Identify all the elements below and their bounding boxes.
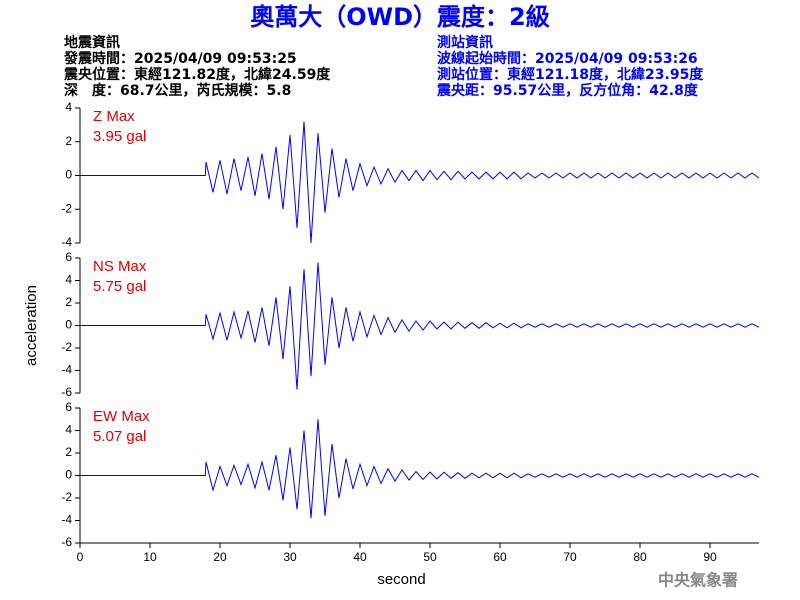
panel-label: NS Max	[93, 258, 147, 275]
x-tick-label: 60	[493, 550, 507, 564]
x-tick-label: 30	[283, 550, 297, 564]
info-left: 發震時間：2025/04/09 09:53:25	[63, 50, 297, 67]
waveform	[80, 121, 760, 244]
y-tick-label: 6	[65, 250, 72, 264]
max-label: 5.75 gal	[93, 278, 146, 295]
y-tick-label: 4	[65, 273, 72, 287]
x-tick-label: 80	[633, 550, 647, 564]
y-tick-label: -2	[61, 340, 72, 354]
max-label: 3.95 gal	[93, 128, 146, 145]
chart-title: 奧萬大（OWD）震度：2級	[250, 3, 550, 31]
x-tick-label: 70	[563, 550, 577, 564]
y-tick-label: -2	[61, 490, 72, 504]
max-label: 5.07 gal	[93, 428, 146, 445]
info-left: 地震資訊	[64, 34, 120, 51]
x-tick-label: 0	[77, 550, 84, 564]
waveform	[80, 262, 760, 390]
x-axis-label: second	[377, 571, 425, 588]
waveform	[80, 419, 760, 519]
y-tick-label: 0	[65, 318, 72, 332]
x-tick-label: 40	[353, 550, 367, 564]
y-tick-label: 2	[65, 134, 72, 148]
y-tick-label: 4	[65, 423, 72, 437]
footer: 中央氣象署	[658, 571, 738, 590]
y-tick-label: -2	[61, 201, 72, 215]
x-tick-label: 10	[143, 550, 157, 564]
y-tick-label: -6	[61, 385, 72, 399]
info-right: 波線起始時間：2025/04/09 09:53:26	[437, 50, 698, 67]
y-tick-label: 2	[65, 445, 72, 459]
y-tick-label: 6	[65, 400, 72, 414]
x-tick-label: 50	[423, 550, 437, 564]
info-right: 震央距：95.57公里，反方位角：42.8度	[436, 82, 699, 99]
y-tick-label: -6	[61, 535, 72, 549]
x-tick-label: 90	[703, 550, 717, 564]
y-tick-label: 2	[65, 295, 72, 309]
x-tick-label: 20	[213, 550, 227, 564]
y-tick-label: 0	[65, 468, 72, 482]
info-left: 深 度：68.7公里，芮氏規模：5.8	[64, 82, 291, 99]
panel-label: Z Max	[93, 108, 135, 125]
y-tick-label: -4	[61, 363, 72, 377]
info-right: 測站位置：東經121.18度，北緯23.95度	[437, 66, 704, 83]
y-tick-label: -4	[61, 235, 72, 249]
info-right: 測站資訊	[437, 34, 493, 51]
y-tick-label: 4	[65, 100, 72, 114]
y-axis-label: acceleration	[23, 285, 40, 366]
y-tick-label: -4	[61, 513, 72, 527]
panel-label: EW Max	[93, 408, 150, 425]
y-tick-label: 0	[65, 168, 72, 182]
info-left: 震央位置：東經121.82度，北緯24.59度	[63, 66, 331, 83]
